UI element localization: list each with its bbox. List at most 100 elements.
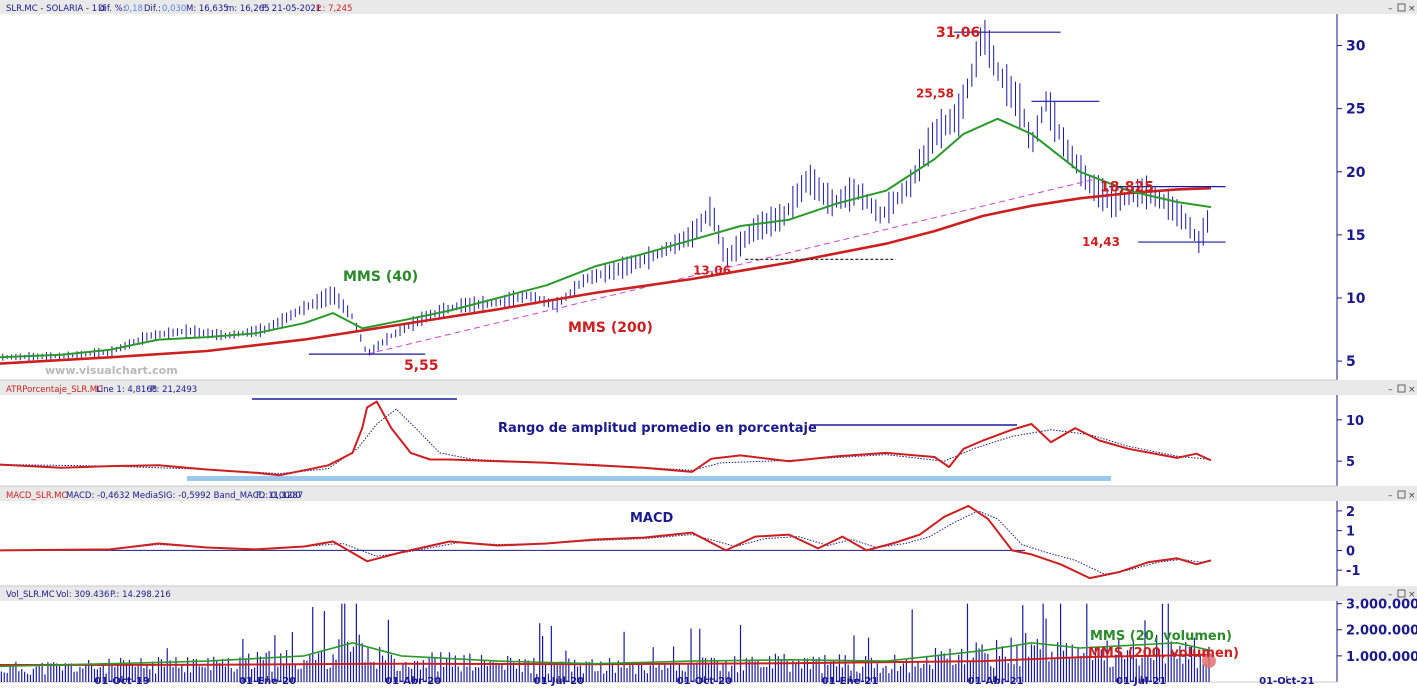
macd-panel: -1 0 1 2 MACD xyxy=(0,505,1360,579)
panel-separator xyxy=(0,586,1417,601)
header-dif-label: Dif.: xyxy=(144,4,161,14)
y-tick-label: 25 xyxy=(1346,102,1365,118)
x-tick-label: 01-Ene-20 xyxy=(239,676,296,686)
x-tick-label: 01-Jul-20 xyxy=(534,676,584,686)
x-tick-label: 01-Abr-21 xyxy=(968,676,1024,686)
watermark: www.visualchart.com xyxy=(45,364,178,377)
price-header: SLR.MC - SOLARIA - 1 d Dif. %: 0,18 Dif.… xyxy=(6,4,352,14)
close-icon: × xyxy=(1408,385,1416,395)
macd-y-axis: -1 0 1 2 xyxy=(1337,505,1360,579)
volume-y-axis: 1.000.000 2.000.000 3.000.000 xyxy=(1337,598,1417,665)
vol-header-p: P.: 14.298.216 xyxy=(110,590,171,600)
volume-lines xyxy=(0,642,1216,668)
macd-signal-line xyxy=(0,510,1212,575)
mms40-line xyxy=(0,117,1212,359)
y-tick-label: 5 xyxy=(1346,455,1355,470)
price-lines xyxy=(0,117,1212,365)
minimize-icon: – xyxy=(1388,385,1393,395)
mms200-line xyxy=(0,186,1212,365)
minimize-icon: – xyxy=(1388,4,1393,14)
atr-header: ATRPorcentaje_SLR.MC Line 1: 4,8168 P.: … xyxy=(6,385,197,395)
header-min: m: 16,265 xyxy=(226,4,270,14)
header-max: M: 16,635 xyxy=(186,4,229,14)
y-tick-label: 0 xyxy=(1346,544,1355,559)
y-tick-label: 10 xyxy=(1346,414,1364,429)
close-icon: × xyxy=(1408,590,1416,600)
series-annotation: MMS (40) xyxy=(343,269,418,285)
header-symbol: SLR.MC - SOLARIA - 1 d xyxy=(6,4,105,14)
maximize-icon xyxy=(1397,490,1406,499)
price-y-axis: 5 10 15 20 25 30 xyxy=(1337,39,1366,370)
x-tick-label: 01-Oct-20 xyxy=(677,676,732,686)
header-dif-pct-label: Dif. %: xyxy=(98,4,126,14)
y-tick-label: 3.000.000 xyxy=(1346,598,1417,613)
x-tick-label: 01-Jul-21 xyxy=(1116,676,1166,686)
y-tick-label: 10 xyxy=(1346,291,1366,307)
volume-bars xyxy=(0,603,1210,682)
vol-mms200-label: MMS (200, volumen) xyxy=(1088,646,1239,661)
macd-line xyxy=(0,504,1212,580)
level-label: 25,58 xyxy=(916,86,954,100)
minimize-icon: – xyxy=(1388,491,1393,501)
x-tick-label: 01-Abr-20 xyxy=(385,676,441,686)
atr-line xyxy=(0,400,1212,477)
y-tick-label: 1.000.000 xyxy=(1346,650,1417,665)
trendline xyxy=(366,177,1100,355)
level-label: 13,06 xyxy=(693,263,731,277)
price-header-bar xyxy=(0,0,1417,14)
vol-mms20-label: MMS (20, volumen) xyxy=(1090,629,1232,644)
header-dif-pct: 0,18 xyxy=(124,4,143,14)
last-volume-marker xyxy=(1201,654,1216,668)
y-tick-label: 2 xyxy=(1346,505,1355,520)
atr-header-values: Line 1: 4,8168 xyxy=(96,385,157,395)
macd-title: MACD xyxy=(630,511,674,526)
macd-lines xyxy=(0,504,1212,580)
x-tick-label: 01-Oct-19 xyxy=(94,676,149,686)
minimize-icon: – xyxy=(1388,590,1393,600)
atr-lines xyxy=(0,398,1212,477)
price-panel: 31,06 25,58 18,825 14,43 13,06 5,55 MMS (40) MM… xyxy=(0,19,1366,377)
maximize-icon xyxy=(1397,589,1406,598)
atr-panel: 5 10 Rango de amplitud promedio en porcen… xyxy=(0,398,1364,481)
vol-header-values: Vol: 309.436 xyxy=(56,590,109,600)
y-tick-label: 15 xyxy=(1346,228,1365,244)
price-levels: 31,06 25,58 18,825 14,43 13,06 5,55 MMS (40) MM… xyxy=(308,25,1226,374)
maximize-icon xyxy=(1397,384,1406,393)
level-label: 31,06 xyxy=(936,25,980,41)
close-icon: × xyxy=(1408,4,1416,14)
macd-header-values: MACD: -0,4632 MediaSIG: -0,5992 Band_MAC… xyxy=(66,491,301,501)
maximize-icon xyxy=(1397,3,1406,12)
y-tick-label: 5 xyxy=(1346,354,1356,370)
header-date: F: 21-05-2021 xyxy=(262,4,321,14)
macd-header-name: MACD_SLR.MC xyxy=(6,491,67,501)
series-annotation: MMS (200) xyxy=(568,320,653,336)
atr-band xyxy=(187,476,1111,481)
vol-mms20-line xyxy=(0,642,1212,668)
y-tick-label: 2.000.000 xyxy=(1346,624,1417,639)
vol-mms200-line xyxy=(0,653,1212,666)
x-tick-label: 01-Oct-21 xyxy=(1259,676,1314,686)
close-icon: × xyxy=(1408,491,1416,501)
y-tick-label: 30 xyxy=(1346,39,1366,55)
header-dif: 0,030 xyxy=(162,4,186,14)
macd-header: MACD_SLR.MC MACD: -0,4632 MediaSIG: -0,5… xyxy=(6,491,303,501)
y-tick-label: 1 xyxy=(1346,525,1355,540)
level-label: 5,55 xyxy=(404,358,439,374)
level-label: 18,825 xyxy=(1100,180,1154,196)
atr-header-p: P.: 21,2493 xyxy=(150,385,197,395)
vol-header-name: Vol_SLR.MC xyxy=(6,590,55,600)
x-tick-label: 01-Ene-21 xyxy=(822,676,879,686)
atr-title: Rango de amplitud promedio en porcentaje xyxy=(498,421,817,436)
volume-panel: 1.000.000 2.000.000 3.000.000 MMS (20, vol… xyxy=(0,598,1417,682)
x-axis: 01-Oct-19 01-Ene-20 01-Abr-20 01-Jul-20 01-O… xyxy=(94,676,1315,687)
level-label: 14,43 xyxy=(1082,235,1120,249)
macd-header-p: P.: 11,1287 xyxy=(256,491,303,501)
panel-separator xyxy=(0,486,1417,501)
atr-y-axis: 5 10 xyxy=(1337,414,1364,470)
header-price: P.: 7,245 xyxy=(316,4,352,14)
y-tick-label: -1 xyxy=(1346,564,1360,579)
panel-separator xyxy=(0,380,1417,395)
atr-header-name: ATRPorcentaje_SLR.MC xyxy=(6,385,103,395)
